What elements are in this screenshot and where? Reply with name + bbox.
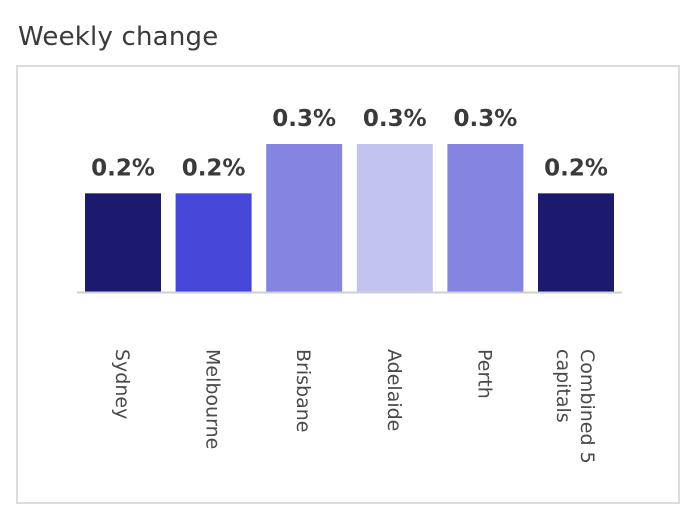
x-tick-label-line: capitals	[552, 349, 574, 423]
tick-labels-layer: Sydney Melbourne Brisbane Adelaide Perth Comb…	[111, 349, 598, 464]
x-tick-label-line: Perth	[473, 349, 495, 399]
x-tick-label-4: Adelaide	[383, 349, 405, 431]
bars-layer	[85, 144, 614, 292]
value-label-3: 0.3%	[272, 106, 336, 132]
bar-6	[538, 193, 614, 292]
page-title: Weekly change	[18, 22, 219, 52]
x-tick-label-1: Sydney	[111, 349, 133, 419]
x-tick-label-line: Combined 5	[576, 349, 598, 464]
x-tick-label-6: Combined 5capitals	[552, 349, 598, 464]
x-tick-label-2: Melbourne	[202, 349, 224, 449]
x-tick-label-3: Brisbane	[292, 349, 314, 432]
x-tick-label-line: Brisbane	[292, 349, 314, 432]
bar-5	[447, 144, 524, 292]
value-label-5: 0.3%	[454, 106, 518, 132]
x-tick-label-line: Melbourne	[202, 349, 224, 449]
x-tick-label-line: Adelaide	[383, 349, 405, 431]
x-tick-label-line: Sydney	[111, 349, 133, 419]
x-tick-label-5: Perth	[473, 349, 495, 399]
value-label-2: 0.2%	[182, 155, 246, 181]
value-labels-layer: 0.2% 0.2% 0.3% 0.3% 0.3% 0.2%	[91, 106, 608, 181]
bar-2	[175, 193, 252, 292]
bar-1	[85, 193, 161, 292]
bar-4	[356, 144, 433, 292]
value-label-6: 0.2%	[544, 155, 608, 181]
bar-3	[266, 144, 343, 292]
value-label-1: 0.2%	[91, 155, 155, 181]
value-label-4: 0.3%	[363, 106, 427, 132]
